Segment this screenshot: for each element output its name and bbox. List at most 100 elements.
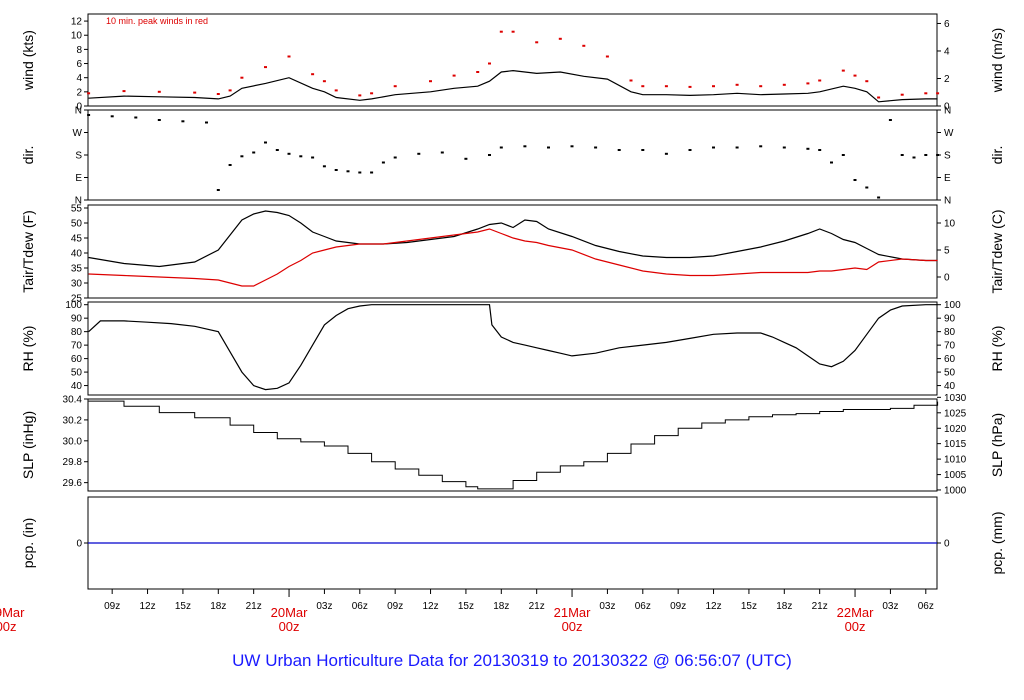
wind-annotation: 10 min. peak winds in red — [106, 16, 208, 26]
rh-left-tick-label: 60 — [71, 354, 83, 365]
rh-right-tick-label: 80 — [944, 327, 956, 338]
rh-panel-frame — [87, 301, 938, 396]
rh-ylabel-right: RH (%) — [989, 326, 1005, 372]
wind-series-10-min-peak-winds-point — [664, 85, 668, 88]
dir-series-wind-direction-point — [806, 147, 810, 150]
dir-series-wind-direction-point — [782, 146, 786, 149]
pcp-ylabel-right: pcp. (mm) — [989, 512, 1005, 575]
temp-left-tick-label: 45 — [71, 234, 83, 245]
dir-left-tick-label: E — [75, 173, 82, 184]
hour-tick-label: 09z — [104, 601, 120, 612]
wind-series-10-min-peak-winds-point — [712, 85, 715, 88]
dir-series-wind-direction-point — [240, 155, 244, 158]
slp-panel-frame — [87, 398, 938, 492]
hour-tick-label: 15z — [175, 601, 191, 612]
dir-series-wind-direction-point — [440, 151, 444, 154]
dir-series-wind-direction-point — [594, 146, 598, 149]
dir-right-tick-label: S — [944, 151, 951, 162]
wind-series-10-min-peak-winds-point — [452, 74, 456, 77]
rh-ylabel: RH (%) — [20, 326, 36, 372]
day-tick-label-hour: 00z — [845, 619, 866, 634]
hour-tick-label: 03z — [882, 601, 898, 612]
wind-panel-frame — [87, 13, 938, 107]
dir-series-wind-direction-point — [688, 149, 692, 151]
wind-series-10-min-peak-winds-point — [782, 83, 786, 86]
slp-right-tick-label: 1000 — [944, 485, 967, 496]
dir-series-wind-direction-point — [264, 141, 267, 144]
wind-series-10-min-peak-winds-point — [877, 96, 881, 99]
wind-series-10-min-peak-winds-point — [311, 73, 315, 76]
dir-series-wind-direction-point — [735, 146, 739, 149]
rh-left-tick-label: 100 — [65, 300, 82, 311]
dir-series-wind-direction-point — [87, 114, 91, 116]
pcp-left-tick-label: 0 — [76, 539, 82, 550]
dir-ylabel-right: dir. — [989, 146, 1005, 165]
dir-series-wind-direction-point — [865, 186, 869, 189]
temp-left-tick-label: 25 — [71, 294, 83, 305]
wind-series-10-min-peak-winds-point — [641, 85, 645, 88]
dir-series-wind-direction-point — [287, 152, 291, 155]
wind-series-10-min-peak-winds-point — [853, 74, 857, 77]
wind-series-10-min-peak-winds-point — [818, 79, 822, 82]
rh-left-tick-label: 50 — [71, 368, 83, 379]
wind-series-10-min-peak-winds-point — [511, 30, 515, 33]
rh-right-tick-label: 40 — [944, 381, 956, 392]
slp-ylabel: SLP (inHg) — [20, 411, 36, 479]
wind-series-10-min-peak-winds-point — [157, 90, 161, 93]
slp-series-slp — [88, 400, 939, 490]
wind-series-10-min-peak-winds-point — [841, 69, 845, 72]
wind-left-tick-label: 10 — [71, 31, 83, 42]
pcp-right-tick-label: 0 — [944, 539, 950, 550]
wind-series-10-min-peak-winds-point — [358, 94, 362, 97]
hour-tick-label: 21z — [246, 601, 262, 612]
hour-tick-label: 21z — [812, 601, 828, 612]
wind-series-10-min-peak-winds-point — [264, 66, 267, 69]
temp-left-tick-label: 50 — [71, 219, 83, 230]
wind-left-tick-label: 12 — [71, 17, 83, 28]
dir-right-tick-label: W — [944, 128, 954, 139]
wind-left-tick-label: 2 — [76, 87, 82, 98]
hour-tick-label: 12z — [705, 601, 721, 612]
dir-series-wind-direction-point — [346, 170, 350, 173]
wind-series-10-min-peak-winds-point — [476, 71, 480, 73]
dir-series-wind-direction-point — [275, 149, 279, 151]
slp-left-tick-label: 30.4 — [63, 395, 83, 406]
wind-series-10-min-peak-winds-point — [193, 91, 197, 94]
wind-series-10-min-peak-winds-point — [370, 92, 374, 95]
wind-series-10-min-peak-winds-point — [806, 82, 810, 85]
wind-right-tick-label: 0 — [944, 102, 950, 113]
dir-series-wind-direction-point — [110, 115, 114, 118]
dir-left-tick-label: N — [75, 106, 82, 117]
rh-left-tick-label: 90 — [71, 314, 83, 325]
wind-left-tick-label: 6 — [76, 59, 82, 70]
temp-left-tick-label: 40 — [71, 249, 83, 260]
temp-right-tick-label: 5 — [944, 246, 950, 257]
dir-series-wind-direction-point — [157, 119, 161, 121]
dir-series-wind-direction-point — [370, 171, 374, 174]
wind-series-10-min-peak-winds-point — [240, 76, 244, 79]
rh-right-tick-label: 70 — [944, 341, 956, 352]
wind-right-tick-label: 6 — [944, 19, 950, 30]
dir-left-tick-label: S — [75, 151, 82, 162]
wind-series-10-min-peak-winds-point — [582, 44, 586, 47]
rh-right-tick-label: 90 — [944, 314, 956, 325]
hour-tick-label: 06z — [635, 601, 651, 612]
hour-tick-label: 03z — [599, 601, 615, 612]
dir-series-wind-direction-point — [488, 154, 491, 156]
temp-left-tick-label: 30 — [71, 279, 83, 290]
hour-tick-label: 09z — [387, 601, 403, 612]
wind-right-tick-label: 4 — [944, 46, 950, 57]
slp-left-tick-label: 30.0 — [63, 436, 83, 447]
slp-right-tick-label: 1010 — [944, 455, 967, 466]
hour-tick-label: 03z — [316, 601, 332, 612]
dir-right-tick-label: E — [944, 173, 951, 184]
wind-series-10-min-peak-winds-point — [688, 85, 692, 88]
temp-panel-frame — [87, 204, 938, 299]
hour-tick-label: 15z — [741, 601, 757, 612]
wind-series-10-min-peak-winds-point — [535, 41, 539, 44]
wind-left-tick-label: 4 — [76, 73, 82, 84]
temp-right-tick-label: 10 — [944, 219, 956, 230]
wind-series-10-min-peak-winds-point — [429, 80, 432, 83]
wind-series-wind-speed — [88, 69, 938, 103]
wind-series-10-min-peak-winds-point — [629, 79, 633, 82]
